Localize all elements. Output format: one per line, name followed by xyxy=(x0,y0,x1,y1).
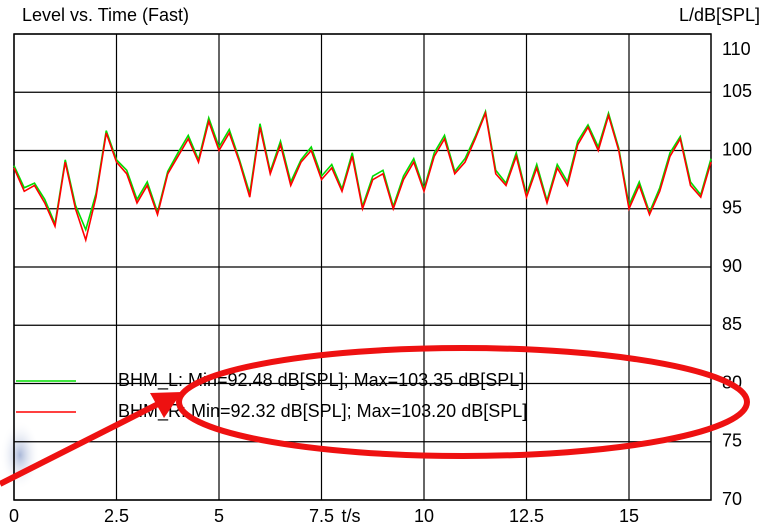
x-axis-label: t/s xyxy=(342,506,361,526)
data-line xyxy=(13,110,712,243)
y-axis-label: L/dB[SPL] xyxy=(679,5,760,25)
data-line xyxy=(13,108,712,233)
y-tick-label: 85 xyxy=(722,314,742,334)
x-tick-label: 12.5 xyxy=(509,506,544,526)
x-tick-label: 7.5 xyxy=(309,506,334,526)
x-tick-label: 0 xyxy=(9,506,19,526)
legend-entry: BHM_L: Min=92.48 dB[SPL]; Max=103.35 dB[… xyxy=(118,370,524,391)
y-tick-label: 105 xyxy=(722,81,752,101)
highlight-arrowhead xyxy=(150,392,182,418)
y-tick-label: 100 xyxy=(722,139,752,159)
highlight-ellipse xyxy=(176,345,750,459)
x-tick-label: 15 xyxy=(619,506,639,526)
x-tick-label: 10 xyxy=(414,506,434,526)
y-tick-label: 95 xyxy=(722,198,742,218)
legend-name: BHM_L xyxy=(118,370,178,391)
y-tick-label: 70 xyxy=(722,489,742,509)
y-tick-label: 110 xyxy=(722,39,751,59)
chart-title: Level vs. Time (Fast) xyxy=(22,5,189,25)
highlight-arrow xyxy=(0,400,162,487)
y-tick-label: 75 xyxy=(722,431,742,451)
y-tick-label: 90 xyxy=(722,256,742,276)
x-tick-label: 5 xyxy=(214,506,224,526)
legend-stats: : Min=92.48 dB[SPL]; Max=103.35 dB[SPL] xyxy=(178,370,524,390)
legend-stats: : Min=92.32 dB[SPL]; Max=103.20 dB[SPL] xyxy=(181,401,527,421)
plot-border xyxy=(13,33,712,501)
x-tick-label: 2.5 xyxy=(104,506,129,526)
